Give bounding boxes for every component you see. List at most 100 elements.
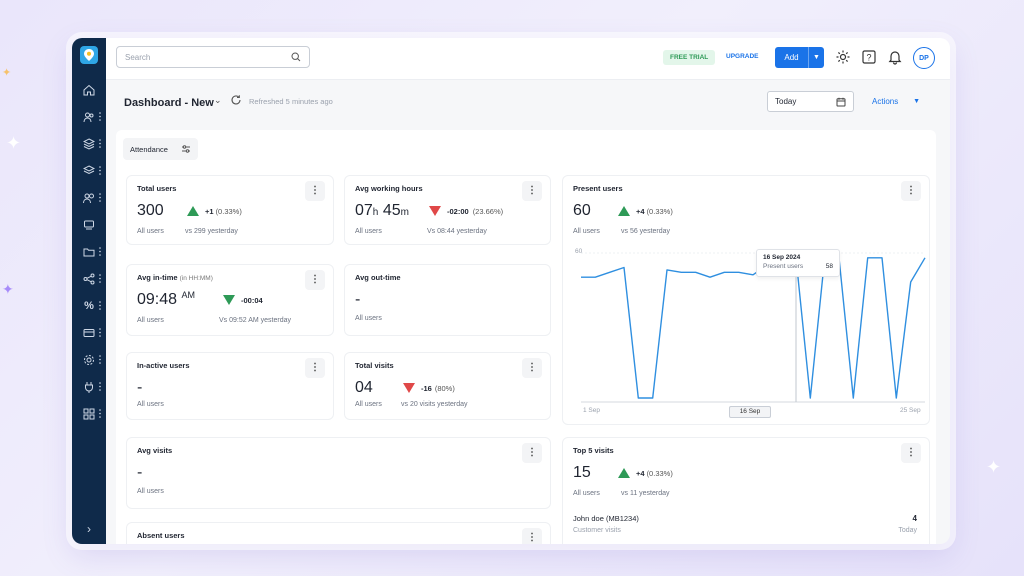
card-value: 300 bbox=[137, 202, 164, 219]
tooltip-label: Present users bbox=[763, 263, 804, 270]
more-options-icon[interactable]: ⋮ bbox=[901, 181, 921, 201]
trend-down-icon bbox=[429, 206, 441, 216]
series-line[interactable] bbox=[581, 252, 926, 399]
card-delta: +4 (0.33%) bbox=[618, 468, 673, 478]
card-icon[interactable] bbox=[75, 319, 103, 346]
x-tick-label-selected: 16 Sep bbox=[729, 406, 771, 418]
money-icon[interactable] bbox=[75, 211, 103, 238]
bell-icon[interactable] bbox=[887, 49, 903, 65]
card-delta: +4 (0.33%) bbox=[618, 206, 673, 216]
grid-icon[interactable] bbox=[75, 400, 103, 427]
total-users-card: Total users ⋮ 300 +1 (0.33%) All users v… bbox=[126, 175, 334, 245]
actions-label: Actions bbox=[872, 97, 899, 106]
present-users-chart[interactable] bbox=[563, 176, 931, 426]
users-icon[interactable] bbox=[75, 103, 103, 130]
card-delta: -00:04 bbox=[223, 295, 263, 305]
settings-icon[interactable] bbox=[75, 346, 103, 373]
dashboard-panel: Attendance Total users ⋮ 300 +1 (0.33%) … bbox=[116, 130, 936, 544]
gear-icon[interactable] bbox=[835, 49, 851, 65]
inactive-users-card: In-active users ⋮ - All users bbox=[126, 352, 334, 420]
card-comparison: vs 20 visits yesterday bbox=[401, 401, 468, 408]
plug-icon[interactable] bbox=[75, 373, 103, 400]
caret-down-icon: ▼ bbox=[913, 98, 920, 105]
add-button-label: Add bbox=[784, 53, 799, 62]
trend-up-icon bbox=[618, 468, 630, 478]
free-trial-badge[interactable]: FREE TRIAL bbox=[663, 50, 716, 65]
card-footnote: All users bbox=[355, 401, 382, 408]
percent-icon[interactable]: % bbox=[75, 292, 103, 319]
top-visitor-name[interactable]: John doe (MB1234) bbox=[573, 514, 639, 523]
help-icon[interactable]: ? bbox=[861, 49, 877, 65]
card-footnote: All users bbox=[573, 490, 600, 497]
app-logo[interactable] bbox=[80, 46, 98, 64]
minutes-value: 45 bbox=[382, 202, 401, 219]
trend-up-icon bbox=[618, 206, 630, 216]
top-visitor-count: 4 bbox=[912, 514, 917, 523]
more-options-icon[interactable]: ⋮ bbox=[522, 443, 542, 463]
avatar[interactable]: DP bbox=[913, 47, 935, 69]
chevron-down-icon[interactable]: ⌄ bbox=[214, 95, 222, 105]
card-title: Avg out-time bbox=[355, 273, 401, 282]
more-options-icon[interactable]: ⋮ bbox=[305, 270, 325, 290]
more-options-icon[interactable]: ⋮ bbox=[901, 443, 921, 463]
add-button[interactable]: Add ▼ bbox=[775, 47, 824, 68]
chart-tooltip: 16 Sep 2024 Present users 58 bbox=[756, 249, 840, 277]
avg-visits-card: Avg visits ⋮ - All users bbox=[126, 437, 551, 509]
attendance-filter[interactable]: Attendance bbox=[123, 138, 198, 160]
more-options-icon[interactable]: ⋮ bbox=[305, 181, 325, 201]
card-comparison: vs 299 yesterday bbox=[185, 228, 238, 235]
filter-label: Attendance bbox=[130, 144, 168, 154]
team-icon[interactable] bbox=[75, 184, 103, 211]
hours-unit: h bbox=[372, 207, 379, 218]
folder-icon[interactable] bbox=[75, 238, 103, 265]
layers-icon[interactable] bbox=[75, 130, 103, 157]
am-pm: AM bbox=[181, 290, 196, 300]
trend-up-icon bbox=[187, 206, 199, 216]
card-value: 04 bbox=[355, 379, 373, 396]
card-value: 07h 45m bbox=[355, 202, 409, 220]
present-users-card: Present users ⋮ 60 +4 (0.33%) All users … bbox=[562, 175, 930, 425]
total-visits-card: Total visits ⋮ 04 -16 (80%) All users vs… bbox=[344, 352, 551, 420]
card-footnote: All users bbox=[137, 401, 164, 408]
card-title: Avg working hours bbox=[355, 184, 423, 193]
chevron-down-icon[interactable]: ▼ bbox=[808, 47, 824, 68]
card-comparison: vs 11 yesterday bbox=[621, 490, 670, 497]
refresh-icon[interactable] bbox=[230, 94, 242, 106]
card-value: - bbox=[137, 464, 143, 481]
card-title: Avg visits bbox=[137, 446, 173, 455]
avg-working-hours-card: Avg working hours ⋮ 07h 45m -02:00 (23.6… bbox=[344, 175, 551, 245]
more-options-icon[interactable]: ⋮ bbox=[522, 358, 542, 378]
card-title: Present users bbox=[573, 184, 623, 193]
delta-percent: (0.33%) bbox=[646, 468, 673, 478]
x-tick-label: 1 Sep bbox=[583, 407, 600, 414]
more-options-icon[interactable]: ⋮ bbox=[522, 181, 542, 201]
upgrade-link[interactable]: UPGRADE bbox=[726, 53, 759, 60]
more-options-icon[interactable]: ⋮ bbox=[522, 528, 542, 544]
date-picker[interactable]: Today bbox=[767, 91, 854, 112]
card-title: Avg in-time (in HH:MM) bbox=[137, 273, 213, 282]
expand-sidebar-icon[interactable]: › bbox=[87, 522, 91, 536]
delta-value: +1 bbox=[205, 206, 214, 216]
sparkle-icon: ✦ bbox=[6, 133, 22, 153]
card-footnote: All users bbox=[573, 228, 600, 235]
card-delta: +1 (0.33%) bbox=[187, 206, 242, 216]
x-tick-label: 25 Sep bbox=[900, 407, 921, 414]
delta-value: -00:04 bbox=[241, 295, 263, 305]
stack-icon[interactable] bbox=[75, 157, 103, 184]
search-input[interactable]: Search bbox=[116, 46, 310, 68]
card-footnote: All users bbox=[137, 488, 164, 495]
more-options-icon[interactable]: ⋮ bbox=[305, 358, 325, 378]
page-title[interactable]: Dashboard - New bbox=[124, 97, 214, 109]
actions-dropdown[interactable]: Actions ▼ bbox=[866, 91, 926, 112]
card-value: - bbox=[137, 379, 143, 396]
card-footnote: All users bbox=[355, 228, 382, 235]
avg-in-time-card: Avg in-time (in HH:MM) ⋮ 09:48 AM -00:04… bbox=[126, 264, 334, 336]
card-delta: -02:00 (23.66%) bbox=[429, 206, 503, 216]
card-footnote: All users bbox=[355, 315, 382, 322]
share-icon[interactable] bbox=[75, 265, 103, 292]
tooltip-row: Present users 58 bbox=[763, 263, 833, 270]
trend-down-icon bbox=[223, 295, 235, 305]
top-5-visits-card: Top 5 visits ⋮ 15 +4 (0.33%) All users v… bbox=[562, 437, 930, 544]
tooltip-date: 16 Sep 2024 bbox=[763, 254, 801, 261]
home-icon[interactable] bbox=[75, 76, 103, 103]
